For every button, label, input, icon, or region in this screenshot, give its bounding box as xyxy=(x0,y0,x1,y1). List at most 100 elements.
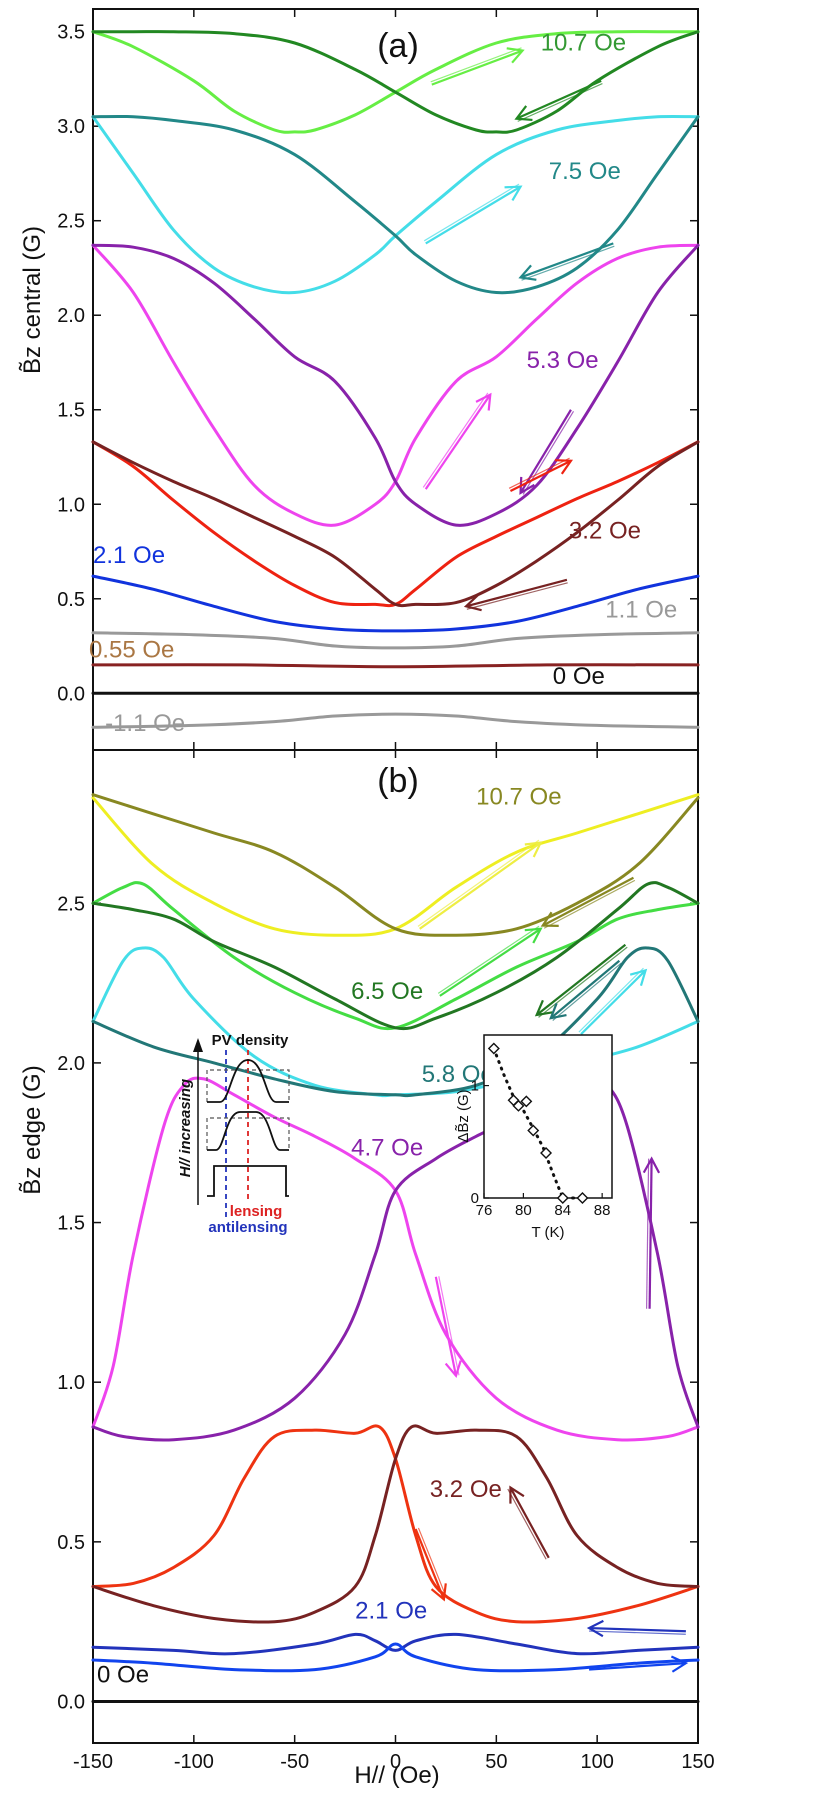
inset-x-tick-label: 76 xyxy=(476,1202,493,1219)
direction-arrow xyxy=(534,943,628,1018)
inset-trend-line xyxy=(492,1047,584,1200)
schematic-axis-arrowhead xyxy=(193,1038,203,1052)
direction-arrow xyxy=(507,1485,550,1560)
schematic-title: PV density xyxy=(212,1032,289,1049)
series-line-10-7-oe-increasing xyxy=(91,30,700,134)
panel-a-label: (a) xyxy=(377,27,419,65)
direction-arrow xyxy=(437,925,543,997)
inset-data-point xyxy=(487,1042,500,1055)
curve-label-4-7-oe: 4.7 Oe xyxy=(351,1135,423,1162)
svg-text:B̃z central (G): B̃z central (G) xyxy=(19,226,46,374)
panel-a-ticks xyxy=(92,9,699,750)
curve-label-0-55-oe: 0.55 Oe xyxy=(89,636,174,663)
x-tick-label: 150 xyxy=(681,1751,714,1773)
panel-b: 10.7 Oe 6.5 Oe 5.8 Oe 4.7 Oe 3.2 Oe 2.1 Oe 0 O… xyxy=(19,749,715,1789)
panel-b-series xyxy=(91,793,700,1704)
curve-label-10-7-oe: 10.7 Oe xyxy=(476,783,561,810)
x-tick-label: 50 xyxy=(485,1751,507,1773)
y-tick-label: 2.0 xyxy=(57,305,85,327)
y-tick-label: 1.5 xyxy=(57,1213,85,1235)
panel-b-arrows xyxy=(414,839,689,1673)
series-line-1-1-oe-both xyxy=(91,712,700,729)
y-tick-label: 0.0 xyxy=(57,1691,85,1713)
curve-label-0-oe: 0 Oe xyxy=(97,1661,149,1688)
x-tick-label: -150 xyxy=(73,1751,113,1773)
inset-plot-x-title: T (K) xyxy=(531,1224,564,1241)
panel-b-curve-labels: 10.7 Oe 6.5 Oe 5.8 Oe 4.7 Oe 3.2 Oe 2.1 Oe 0 O… xyxy=(97,783,562,1688)
curve-label-2-1-oe: 2.1 Oe xyxy=(93,542,165,569)
y-tick-label: 0.5 xyxy=(57,1532,85,1554)
inset-data-point xyxy=(520,1095,533,1108)
inset-y-tick-label: 0 xyxy=(471,1190,479,1207)
direction-arrow xyxy=(514,79,603,122)
x-tick-label: -50 xyxy=(280,1751,309,1773)
y-tick-label: 0.5 xyxy=(57,589,85,611)
y-tick-label: 2.5 xyxy=(57,893,85,915)
direction-arrow xyxy=(463,578,568,612)
x-tick-label: 0 xyxy=(390,1751,401,1773)
panel-a-series xyxy=(91,30,700,729)
inset-plot-y-title: ΔB̃z (G) xyxy=(455,1089,472,1142)
panel-b-y-tick-labels: 0.0 0.5 1.0 1.5 2.0 2.5 xyxy=(57,893,85,1713)
x-tick-label: 100 xyxy=(580,1751,613,1773)
direction-arrow xyxy=(422,392,492,490)
series-line-branch-11-both xyxy=(91,1642,700,1673)
direction-arrow xyxy=(423,183,523,245)
inset-x-tick-label: 88 xyxy=(594,1202,611,1219)
inset-y-tick-label: 1 xyxy=(471,1078,479,1095)
y-tick-label: 2.5 xyxy=(57,211,85,233)
series-line-2-1-oe-both xyxy=(91,574,700,633)
series-line-6-5-oe-decreasing xyxy=(91,881,700,1031)
panel-a-y-axis-title: B̃z central (G) xyxy=(19,226,46,374)
series-line-5-8-oe-decreasing xyxy=(91,946,700,1098)
curve-label-3-2-oe: 3.2 Oe xyxy=(430,1476,502,1503)
direction-arrow xyxy=(586,1619,686,1638)
curve-label-6-5-oe: 6.5 Oe xyxy=(351,978,423,1005)
series-line-branch-2-increasing xyxy=(91,881,700,1031)
panel-b-y-axis-title: B̃z edge (G) xyxy=(19,1065,46,1194)
y-tick-label: 3.0 xyxy=(57,116,85,138)
y-tick-label: 3.5 xyxy=(57,22,85,44)
direction-arrow xyxy=(430,47,525,86)
schematic-profile-bottom xyxy=(207,1165,289,1197)
series-line-0-55-oe-both xyxy=(91,663,700,669)
y-tick-label: 1.5 xyxy=(57,400,85,422)
curve-label-2-1-oe: 2.1 Oe xyxy=(355,1597,427,1624)
schematic-lensing-label: lensing xyxy=(230,1203,283,1220)
y-tick-label: 0.0 xyxy=(57,683,85,705)
panel-a: 10.7 Oe 7.5 Oe 5.3 Oe 3.2 Oe 2.1 Oe 1.1 Oe 0.5… xyxy=(19,8,700,751)
series-line-5-3-oe-decreasing xyxy=(91,243,700,527)
inset-data-point xyxy=(512,1099,525,1112)
schematic-axis-label: H// increasing xyxy=(177,1079,194,1177)
series-line-4-7-oe-increasing xyxy=(91,1076,700,1442)
direction-arrow xyxy=(518,242,615,281)
inset-data-point xyxy=(527,1124,540,1137)
curve-label-0-oe: 0 Oe xyxy=(553,663,605,690)
series-line-3-2-oe-decreasing xyxy=(91,440,700,608)
x-tick-label: -100 xyxy=(174,1751,214,1773)
inset-plot-ticks: 76 80 84 88 0 1 xyxy=(471,1078,611,1219)
inset-data-points xyxy=(487,1042,589,1204)
curve-label-7-5-oe: 7.5 Oe xyxy=(549,158,621,185)
schematic-antilensing-label: antilensing xyxy=(208,1219,287,1236)
curve-label-3-2-oe: 3.2 Oe xyxy=(569,517,641,544)
schematic-profile-middle-dashed xyxy=(206,1117,290,1150)
direction-arrow xyxy=(642,1156,661,1309)
y-tick-label: 1.0 xyxy=(57,1372,85,1394)
series-line-branch-2-increasing xyxy=(91,114,700,295)
direction-arrow xyxy=(549,959,622,1021)
inset-schematic: H// increasing PV density lensing antile… xyxy=(177,1032,290,1236)
curve-label-5-8-oe: 5.8 Oe xyxy=(422,1061,494,1088)
series-line-10-7-oe-decreasing xyxy=(91,793,700,937)
series-line-1-1-oe-both xyxy=(91,631,700,650)
inset-data-point xyxy=(540,1147,553,1160)
inset-plot: 76 80 84 88 0 1 T (K) ΔB̃z (G) xyxy=(455,1034,613,1241)
series-line-2-1-oe-both xyxy=(91,1632,700,1656)
y-tick-label: 1.0 xyxy=(57,494,85,516)
curve-label-10-7-oe: 10.7 Oe xyxy=(541,30,626,57)
x-tick-labels: -150 -100 -50 0 50 100 150 xyxy=(73,1751,715,1773)
direction-arrow xyxy=(434,1276,462,1379)
series-line-3-2-oe-increasing xyxy=(91,1424,700,1624)
inset-data-point xyxy=(556,1192,569,1204)
